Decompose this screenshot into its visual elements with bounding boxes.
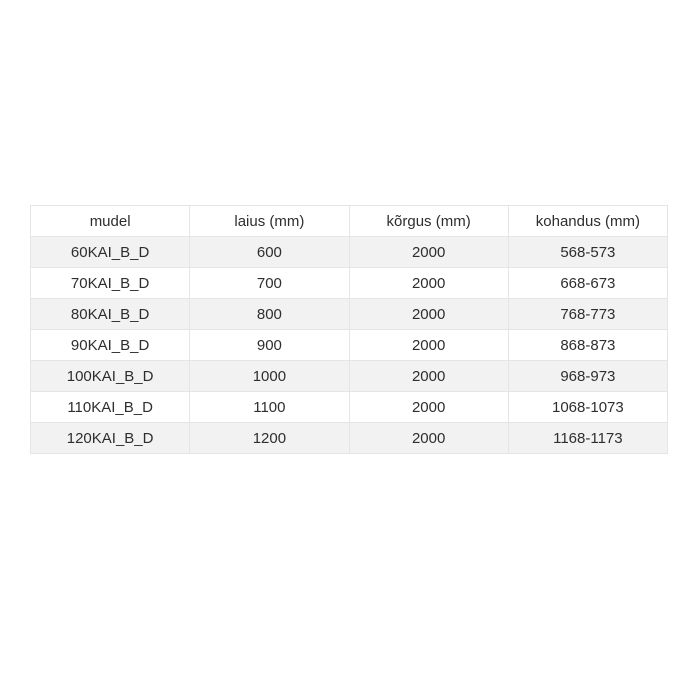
cell-laius: 900 bbox=[189, 329, 350, 361]
table-row: 90KAI_B_D 900 2000 868-873 bbox=[29, 329, 669, 361]
cell-mudel: 90KAI_B_D bbox=[29, 329, 191, 361]
column-header-laius: laius (mm) bbox=[189, 205, 350, 237]
table-row: 100KAI_B_D 1000 2000 968-973 bbox=[29, 360, 669, 392]
cell-laius: 1200 bbox=[189, 422, 350, 454]
product-spec-table: mudel laius (mm) kõrgus (mm) kohandus (m… bbox=[29, 205, 669, 454]
table-row: 80KAI_B_D 800 2000 768-773 bbox=[29, 298, 669, 330]
cell-mudel: 120KAI_B_D bbox=[29, 422, 191, 454]
cell-kohandus: 768-773 bbox=[507, 298, 669, 330]
cell-laius: 1100 bbox=[189, 391, 350, 423]
cell-korgus: 2000 bbox=[348, 329, 509, 361]
cell-kohandus: 868-873 bbox=[507, 329, 669, 361]
table-row: 60KAI_B_D 600 2000 568-573 bbox=[29, 236, 669, 268]
cell-kohandus: 568-573 bbox=[507, 236, 669, 268]
cell-laius: 800 bbox=[189, 298, 350, 330]
table-row: 110KAI_B_D 1100 2000 1068-1073 bbox=[29, 391, 669, 423]
table-header-row: mudel laius (mm) kõrgus (mm) kohandus (m… bbox=[29, 205, 669, 237]
cell-mudel: 100KAI_B_D bbox=[29, 360, 191, 392]
cell-korgus: 2000 bbox=[348, 360, 509, 392]
cell-korgus: 2000 bbox=[348, 391, 509, 423]
cell-mudel: 110KAI_B_D bbox=[29, 391, 191, 423]
cell-mudel: 80KAI_B_D bbox=[29, 298, 191, 330]
column-header-kohandus: kohandus (mm) bbox=[507, 205, 669, 237]
cell-kohandus: 1168-1173 bbox=[507, 422, 669, 454]
cell-korgus: 2000 bbox=[348, 422, 509, 454]
cell-korgus: 2000 bbox=[348, 298, 509, 330]
cell-laius: 700 bbox=[189, 267, 350, 299]
cell-laius: 600 bbox=[189, 236, 350, 268]
cell-kohandus: 968-973 bbox=[507, 360, 669, 392]
product-spec-table-container: mudel laius (mm) kõrgus (mm) kohandus (m… bbox=[29, 205, 669, 454]
cell-kohandus: 1068-1073 bbox=[507, 391, 669, 423]
cell-mudel: 70KAI_B_D bbox=[29, 267, 191, 299]
table-row: 120KAI_B_D 1200 2000 1168-1173 bbox=[29, 422, 669, 454]
cell-korgus: 2000 bbox=[348, 267, 509, 299]
cell-mudel: 60KAI_B_D bbox=[29, 236, 191, 268]
column-header-mudel: mudel bbox=[29, 205, 191, 237]
cell-kohandus: 668-673 bbox=[507, 267, 669, 299]
cell-laius: 1000 bbox=[189, 360, 350, 392]
column-header-korgus: kõrgus (mm) bbox=[348, 205, 509, 237]
cell-korgus: 2000 bbox=[348, 236, 509, 268]
table-row: 70KAI_B_D 700 2000 668-673 bbox=[29, 267, 669, 299]
